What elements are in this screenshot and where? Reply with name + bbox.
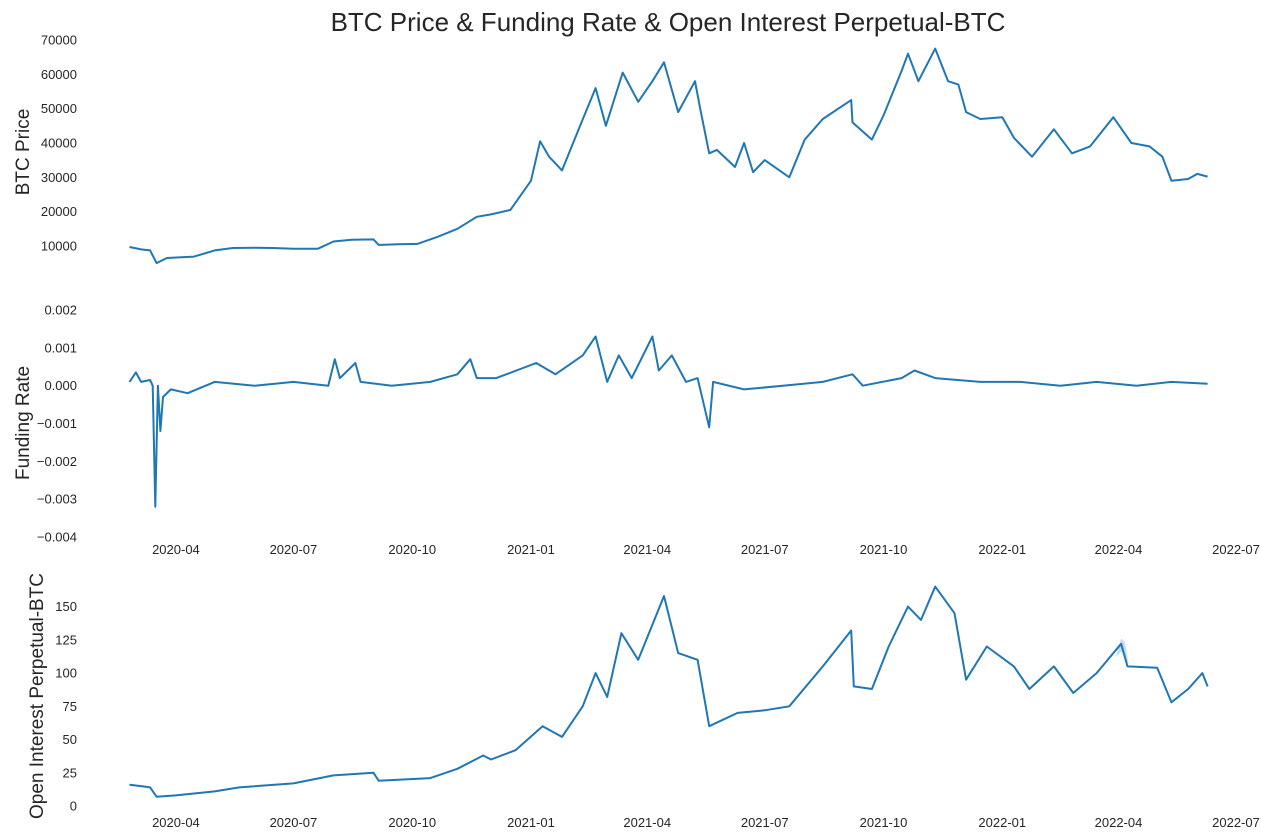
y-tick-label-btc-price: 60000 [41, 67, 77, 82]
x-tick-label-open-interest: 2021-10 [860, 815, 908, 830]
panel-open-interest: Open Interest Perpetual-BTC 0 25 50 75 100 12… [27, 573, 1260, 830]
x-tick-labels-funding-rate: 2020-04 2020-07 2020-10 2021-01 2021-04 2021-… [152, 542, 1260, 557]
y-tick-label-btc-price: 50000 [41, 101, 77, 116]
y-tick-label-btc-price: 40000 [41, 135, 77, 150]
x-tick-label-funding-rate: 2022-01 [978, 542, 1026, 557]
x-tick-label-funding-rate: 2020-10 [388, 542, 436, 557]
x-tick-labels-open-interest: 2020-04 2020-07 2020-10 2021-01 2021-04 2021-… [152, 815, 1260, 830]
x-tick-label-open-interest: 2022-04 [1095, 815, 1143, 830]
series-btc-price [129, 47, 1208, 265]
x-tick-label-funding-rate: 2021-07 [741, 542, 789, 557]
y-tick-labels-funding-rate: −0.004 −0.003 −0.002 −0.001 0.000 0.001 0.002 [37, 303, 77, 545]
y-tick-label-open-interest: 50 [63, 732, 77, 747]
x-tick-label-funding-rate: 2022-07 [1212, 542, 1260, 557]
x-tick-label-funding-rate: 2021-10 [860, 542, 908, 557]
y-tick-label-btc-price: 70000 [41, 33, 77, 48]
panel-btc-price: BTC Price 10000 20000 30000 40000 50000 60000… [13, 33, 1208, 265]
y-tick-label-open-interest: 150 [55, 599, 77, 614]
y-tick-label-btc-price: 20000 [41, 204, 77, 219]
x-tick-label-open-interest: 2020-04 [152, 815, 200, 830]
x-tick-label-funding-rate: 2021-01 [507, 542, 555, 557]
x-tick-label-open-interest: 2021-01 [507, 815, 555, 830]
y-tick-label-funding-rate: 0.000 [44, 378, 77, 393]
y-tick-label-funding-rate: 0.001 [44, 340, 77, 355]
series-open-interest [129, 585, 1209, 798]
y-tick-label-btc-price: 30000 [41, 170, 77, 185]
y-tick-label-funding-rate: −0.003 [37, 492, 77, 507]
series-funding-rate [128, 335, 1208, 508]
x-tick-label-funding-rate: 2021-04 [623, 542, 671, 557]
y-tick-label-open-interest: 125 [55, 632, 77, 647]
y-tick-label-funding-rate: −0.004 [37, 530, 77, 545]
x-tick-label-open-interest: 2021-07 [741, 815, 789, 830]
y-axis-label-open-interest: Open Interest Perpetual-BTC [27, 573, 48, 819]
x-tick-label-open-interest: 2021-04 [623, 815, 671, 830]
x-tick-label-open-interest: 2022-01 [978, 815, 1026, 830]
y-tick-label-open-interest: 25 [63, 765, 77, 780]
y-tick-label-open-interest: 75 [63, 699, 77, 714]
y-axis-label-btc-price: BTC Price [13, 109, 34, 196]
series-line-btc-price [129, 47, 1208, 265]
x-tick-label-funding-rate: 2020-04 [152, 542, 200, 557]
y-tick-label-funding-rate: −0.002 [37, 454, 77, 469]
chart-title: BTC Price & Funding Rate & Open Interest… [331, 7, 1006, 37]
y-tick-label-funding-rate: 0.002 [44, 303, 77, 318]
y-tick-label-funding-rate: −0.001 [37, 416, 77, 431]
x-tick-label-open-interest: 2020-10 [388, 815, 436, 830]
series-line-funding-rate [128, 335, 1208, 508]
y-tick-labels-open-interest: 0 25 50 75 100 125 150 [55, 599, 77, 813]
y-axis-label-funding-rate: Funding Rate [13, 366, 34, 480]
x-tick-label-open-interest: 2020-07 [270, 815, 318, 830]
y-tick-labels-btc-price: 10000 20000 30000 40000 50000 60000 70000 [41, 33, 77, 254]
x-tick-label-open-interest: 2022-07 [1212, 815, 1260, 830]
y-tick-label-btc-price: 10000 [41, 238, 77, 253]
series-line-open-interest [129, 585, 1209, 798]
x-tick-label-funding-rate: 2022-04 [1095, 542, 1143, 557]
x-tick-label-funding-rate: 2020-07 [270, 542, 318, 557]
y-tick-label-open-interest: 0 [70, 799, 77, 814]
panel-funding-rate: Funding Rate −0.004 −0.003 −0.002 −0.001 0.0… [13, 303, 1260, 558]
y-tick-label-open-interest: 100 [55, 666, 77, 681]
